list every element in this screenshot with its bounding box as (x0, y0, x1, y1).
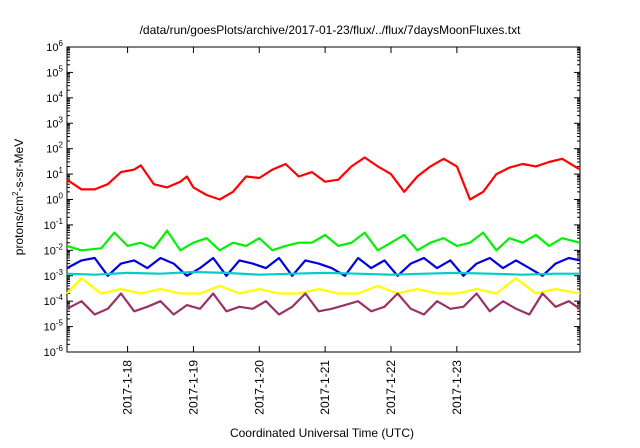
series-line (66, 277, 581, 295)
y-tick-label: 104 (46, 90, 63, 105)
series-line (66, 156, 581, 201)
plot-area (66, 46, 581, 353)
x-axis-label: Coordinated Universal Time (UTC) (230, 426, 414, 440)
series-line (66, 270, 580, 276)
x-tick-label: 2017-1-20 (252, 360, 266, 415)
x-tick-label: 2017-1-23 (450, 360, 464, 415)
x-tick-label: 2017-1-21 (318, 360, 332, 415)
y-tick-label: 10-5 (44, 319, 64, 334)
y-tick-label: 102 (46, 141, 63, 156)
y-tick-label: 100 (46, 192, 63, 207)
y-tick-label: 106 (46, 39, 63, 54)
series-layer (66, 156, 581, 316)
y-tick-label: 10-4 (44, 293, 64, 308)
y-tick-label: 105 (46, 64, 63, 79)
y-tick-label: 101 (46, 166, 63, 181)
series-line (66, 229, 581, 252)
y-tick-label: 103 (46, 115, 63, 130)
y-tick-label: 10-3 (44, 268, 64, 283)
y-tick-label: 10-6 (44, 344, 64, 359)
y-axis: 10-6 10-5 10-4 10-3 10-2 10-1 100 101 102 103 104 1… (44, 39, 580, 359)
series-line (66, 256, 581, 277)
y-tick-label: 10-2 (44, 242, 64, 257)
x-tick-label: 2017-1-22 (384, 360, 398, 415)
chart-title: /data/run/goesPlots/archive/2017-01-23/f… (140, 23, 522, 37)
x-tick-label: 2017-1-18 (121, 360, 135, 415)
x-axis: 2017-1-18 2017-1-19 2017-1-20 2017-1-21 2017… (121, 47, 464, 415)
y-tick-label: 10-1 (44, 217, 64, 232)
series-line (66, 292, 581, 316)
y-axis-label: protons/cm2-s-sr-MeV (11, 139, 26, 255)
x-tick-label: 2017-1-19 (186, 360, 200, 415)
plot-frame (66, 46, 581, 353)
